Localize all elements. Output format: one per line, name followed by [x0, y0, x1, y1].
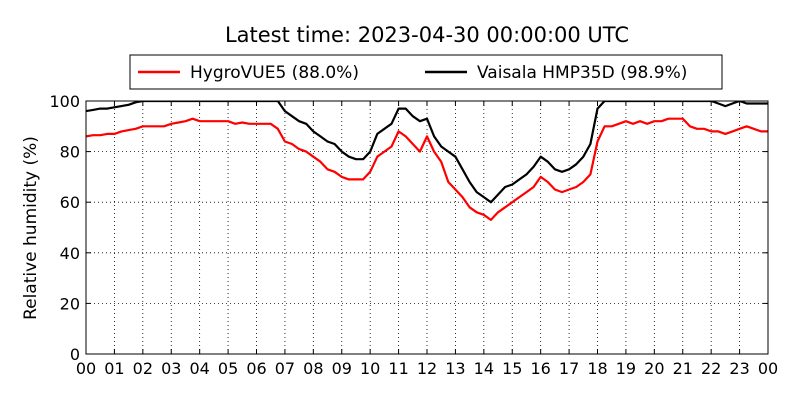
x-tick-label: 23	[729, 359, 749, 378]
series-line-hygrovue5	[86, 117, 768, 221]
x-tick-label: 01	[104, 359, 124, 378]
x-tick-label: 08	[303, 359, 323, 378]
x-tick-label: 00	[758, 359, 778, 378]
x-tick-label: 21	[673, 359, 693, 378]
x-tick-label: 13	[445, 359, 465, 378]
x-tick-label: 14	[474, 359, 494, 378]
series-group	[86, 101, 768, 221]
y-axis-label: Relative humidity (%)	[21, 136, 41, 320]
legend: HygroVUE5 (88.0%) Vaisala HMP35D (98.9%)	[129, 54, 723, 90]
x-tick-label: 12	[417, 359, 437, 378]
x-tick-label: 11	[388, 359, 408, 378]
legend-label-vaisala: Vaisala HMP35D (98.9%)	[477, 63, 687, 83]
x-tick-label: 17	[559, 359, 579, 378]
x-tick-label: 06	[246, 359, 266, 378]
grid	[86, 101, 768, 354]
x-tick-label: 16	[530, 359, 550, 378]
chart-title: Latest time: 2023-04-30 00:00:00 UTC	[225, 23, 629, 47]
x-tick-label: 09	[332, 359, 352, 378]
y-tick-label: 20	[60, 294, 80, 313]
x-tick-label: 19	[616, 359, 636, 378]
x-tick-label: 10	[360, 359, 380, 378]
y-tick-label: 80	[60, 143, 80, 162]
y-tick-label: 0	[70, 345, 80, 364]
legend-label-hygrovue5: HygroVUE5 (88.0%)	[190, 63, 359, 83]
x-tick-label: 15	[502, 359, 522, 378]
y-tick-label: 40	[60, 244, 80, 263]
x-tick-label: 05	[218, 359, 238, 378]
y-tick-label: 100	[49, 92, 80, 111]
x-tick-label: 00	[76, 359, 96, 378]
x-tick-label: 07	[275, 359, 295, 378]
x-tick-label: 22	[701, 359, 721, 378]
ticks: 00 01 02 03 04 05 06 07 08 09 10 11 12 13 14 15 16 17 18 19…	[49, 92, 778, 378]
y-tick-label: 60	[60, 193, 80, 212]
x-tick-label: 18	[587, 359, 607, 378]
x-tick-label: 04	[189, 359, 209, 378]
x-tick-label: 02	[133, 359, 153, 378]
x-tick-label: 20	[644, 359, 664, 378]
series-line-vaisala	[86, 101, 768, 204]
x-tick-label: 03	[161, 359, 181, 378]
